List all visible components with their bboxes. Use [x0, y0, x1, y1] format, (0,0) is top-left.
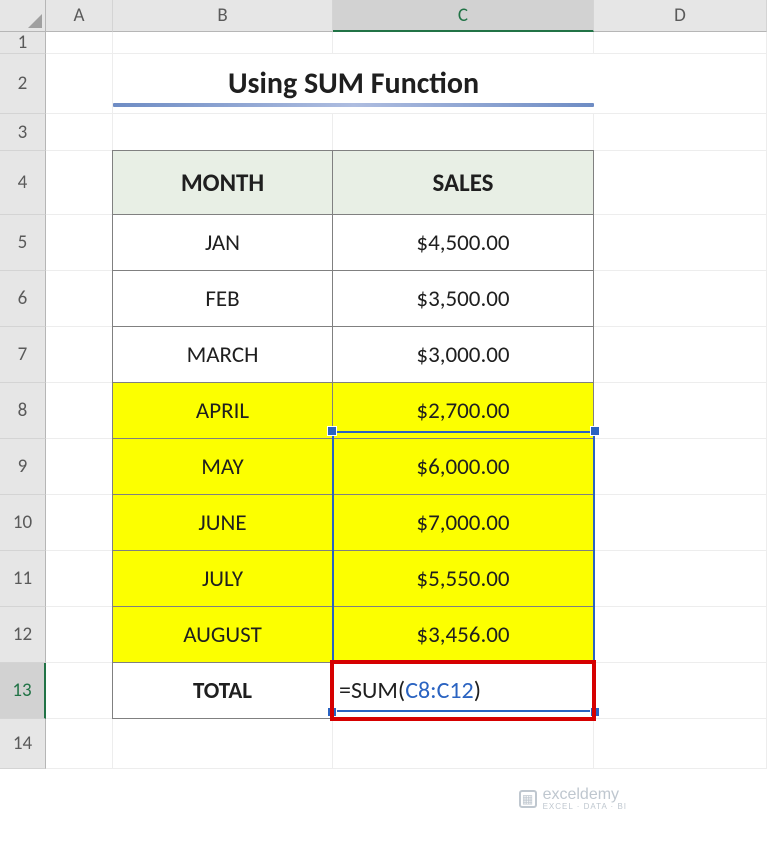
- cell[interactable]: [46, 383, 113, 439]
- cell[interactable]: [113, 32, 333, 54]
- cell[interactable]: [594, 495, 767, 551]
- title-underline: [113, 103, 594, 107]
- row-header-5[interactable]: 5: [0, 215, 46, 271]
- cell[interactable]: [594, 551, 767, 607]
- cell[interactable]: [46, 271, 113, 327]
- watermark-logo-icon: ▦: [519, 790, 537, 808]
- cell[interactable]: [333, 114, 594, 151]
- row-header-3[interactable]: 3: [0, 114, 46, 151]
- sales-cell[interactable]: $4,500.00: [332, 214, 594, 271]
- cell[interactable]: [46, 327, 113, 383]
- row-header-6[interactable]: 6: [0, 271, 46, 327]
- cell[interactable]: [594, 439, 767, 495]
- selection-handle[interactable]: [590, 426, 600, 436]
- select-all-corner[interactable]: [0, 0, 46, 32]
- watermark-tagline: EXCEL · DATA · BI: [543, 802, 627, 811]
- cell[interactable]: [46, 215, 113, 271]
- sales-cell[interactable]: $6,000.00: [332, 438, 594, 495]
- cell[interactable]: [46, 663, 113, 719]
- month-cell[interactable]: MAY: [112, 438, 333, 495]
- cell[interactable]: [46, 151, 113, 215]
- col-header-B[interactable]: B: [113, 0, 333, 32]
- cell[interactable]: [594, 54, 767, 114]
- selection-handle[interactable]: [327, 707, 337, 717]
- row-header-14[interactable]: 14: [0, 719, 46, 769]
- total-label-cell[interactable]: TOTAL: [112, 662, 333, 719]
- watermark: ▦ exceldemy EXCEL · DATA · BI: [519, 786, 627, 811]
- cell[interactable]: [46, 719, 113, 769]
- cell[interactable]: [46, 495, 113, 551]
- row-header-4[interactable]: 4: [0, 151, 46, 215]
- formula-prefix: =SUM(: [339, 676, 405, 705]
- cell[interactable]: [46, 32, 113, 54]
- row-header-10[interactable]: 10: [0, 495, 46, 551]
- cell[interactable]: [113, 114, 333, 151]
- row-header-1[interactable]: 1: [0, 32, 46, 54]
- month-cell[interactable]: AUGUST: [112, 606, 333, 663]
- cell[interactable]: [594, 32, 767, 54]
- row-header-13[interactable]: 13: [0, 663, 46, 719]
- row-header-9[interactable]: 9: [0, 439, 46, 495]
- row-header-11[interactable]: 11: [0, 551, 46, 607]
- cell[interactable]: [46, 54, 113, 114]
- col-header-A[interactable]: A: [46, 0, 113, 32]
- row-header-12[interactable]: 12: [0, 607, 46, 663]
- formula-cell[interactable]: =SUM(C8:C12): [332, 662, 594, 719]
- cell[interactable]: [333, 719, 594, 769]
- cell[interactable]: [594, 383, 767, 439]
- row-header-8[interactable]: 8: [0, 383, 46, 439]
- month-cell[interactable]: MARCH: [112, 326, 333, 383]
- cell[interactable]: [594, 607, 767, 663]
- table-header-sales[interactable]: SALES: [332, 150, 594, 215]
- cell[interactable]: [594, 271, 767, 327]
- selection-handle[interactable]: [327, 426, 337, 436]
- sales-cell[interactable]: $2,700.00: [332, 382, 594, 439]
- col-header-D[interactable]: D: [594, 0, 767, 32]
- spreadsheet-grid: A B C D 1 2 3 4 5 6 7 8 9 10 11 12 13 14…: [0, 0, 767, 769]
- watermark-brand: exceldemy: [543, 786, 619, 803]
- sales-cell[interactable]: $3,500.00: [332, 270, 594, 327]
- cell[interactable]: [594, 151, 767, 215]
- cell[interactable]: [594, 215, 767, 271]
- cell[interactable]: [46, 439, 113, 495]
- row-header-7[interactable]: 7: [0, 327, 46, 383]
- formula-suffix: ): [474, 676, 481, 705]
- month-cell[interactable]: JAN: [112, 214, 333, 271]
- cell[interactable]: [594, 719, 767, 769]
- page-title: Using SUM Function: [228, 65, 479, 102]
- cell[interactable]: [594, 114, 767, 151]
- cell[interactable]: [46, 114, 113, 151]
- selection-handle[interactable]: [590, 707, 600, 717]
- cell[interactable]: [46, 551, 113, 607]
- formula-reference: C8:C12: [405, 676, 474, 705]
- cell[interactable]: [594, 327, 767, 383]
- month-cell[interactable]: JUNE: [112, 494, 333, 551]
- cell[interactable]: [113, 719, 333, 769]
- sales-cell[interactable]: $5,550.00: [332, 550, 594, 607]
- table-header-month[interactable]: MONTH: [112, 150, 333, 215]
- title-cell[interactable]: Using SUM Function: [113, 54, 594, 114]
- sales-cell[interactable]: $3,000.00: [332, 326, 594, 383]
- sales-cell[interactable]: $3,456.00: [332, 606, 594, 663]
- cell[interactable]: [46, 607, 113, 663]
- month-cell[interactable]: APRIL: [112, 382, 333, 439]
- month-cell[interactable]: FEB: [112, 270, 333, 327]
- month-cell[interactable]: JULY: [112, 550, 333, 607]
- row-header-2[interactable]: 2: [0, 54, 46, 114]
- cell[interactable]: [594, 663, 767, 719]
- cell[interactable]: [333, 32, 594, 54]
- col-header-C[interactable]: C: [333, 0, 594, 32]
- sales-cell[interactable]: $7,000.00: [332, 494, 594, 551]
